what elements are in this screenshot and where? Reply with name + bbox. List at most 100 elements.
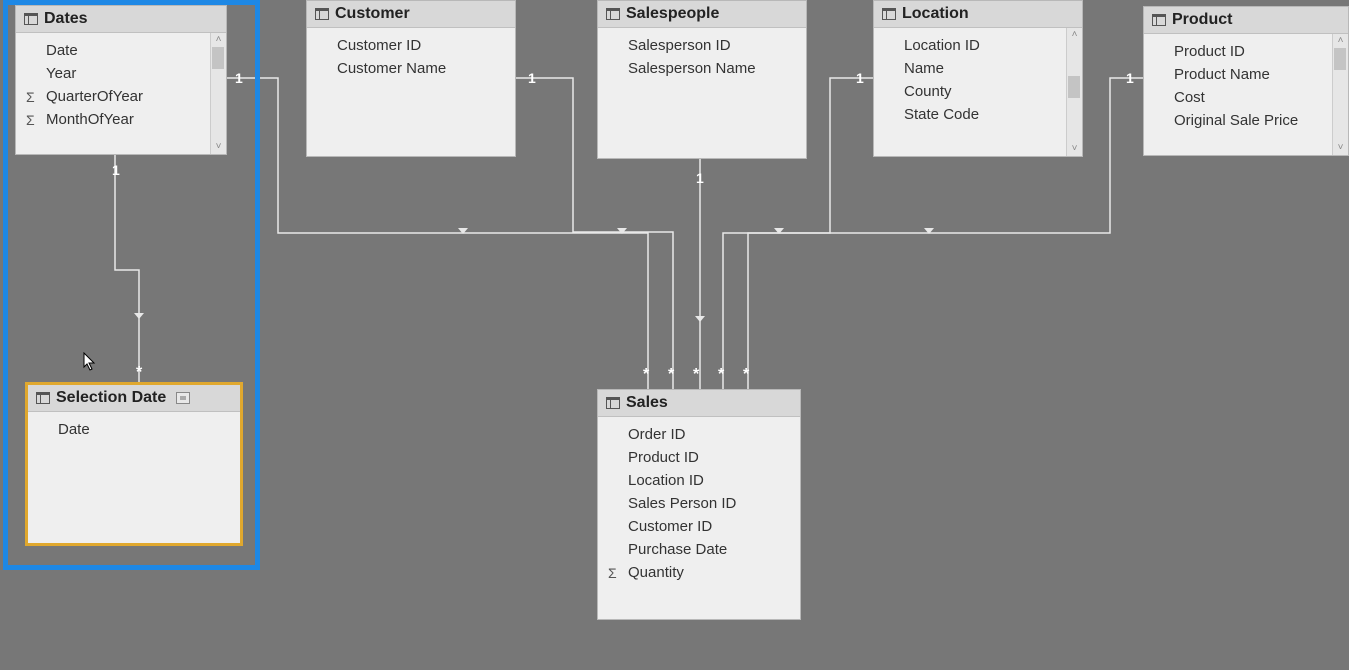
table-icon — [36, 392, 50, 404]
table-body: Customer ID Customer Name — [307, 28, 515, 156]
scrollbar[interactable]: ˄˅ — [1066, 28, 1082, 156]
field-label: Name — [904, 60, 944, 77]
table-header[interactable]: Product — [1144, 7, 1348, 34]
table-title: Dates — [44, 10, 88, 28]
field-row[interactable]: Product ID — [598, 446, 800, 469]
cardinality-label: * — [693, 366, 699, 384]
field-label: Product ID — [1174, 43, 1245, 60]
field-label: Customer Name — [337, 60, 446, 77]
field-row[interactable]: Salesperson Name — [598, 57, 806, 80]
table-title: Salespeople — [626, 5, 719, 23]
field-label: Product Name — [1174, 66, 1270, 83]
sigma-icon: Σ — [608, 565, 617, 581]
table-header[interactable]: Selection Date — [28, 385, 240, 412]
scroll-down-icon[interactable]: ˅ — [216, 140, 222, 154]
field-label: Order ID — [628, 426, 686, 443]
table-card-dates[interactable]: DatesDateYearΣQuarterOfYearΣMonthOfYear˄… — [15, 5, 227, 155]
cardinality-label: 1 — [696, 170, 704, 186]
scroll-up-icon[interactable]: ˄ — [1338, 34, 1344, 48]
table-card-selection_date[interactable]: Selection Date Date — [25, 382, 243, 546]
scroll-down-icon[interactable]: ˅ — [1072, 142, 1078, 156]
sigma-icon: Σ — [26, 89, 35, 105]
cardinality-label: 1 — [528, 70, 536, 86]
relationship-arrow — [617, 228, 627, 234]
field-row[interactable]: Product ID — [1144, 40, 1348, 63]
table-icon — [1152, 14, 1166, 26]
cardinality-label: 1 — [112, 162, 120, 178]
cardinality-label: * — [643, 366, 649, 384]
field-row[interactable]: Year — [16, 62, 226, 85]
cardinality-label: 1 — [856, 70, 864, 86]
relationship-arrow — [458, 228, 468, 234]
field-label: Sales Person ID — [628, 495, 736, 512]
cardinality-label: 1 — [235, 70, 243, 86]
field-label: Location ID — [904, 37, 980, 54]
field-row[interactable]: County — [874, 80, 1082, 103]
table-card-product[interactable]: Product Product ID Product Name Cost Origina… — [1143, 6, 1349, 156]
scrollbar[interactable]: ˄˅ — [1332, 34, 1348, 155]
scroll-thumb[interactable] — [212, 47, 224, 69]
field-row[interactable]: Order ID — [598, 423, 800, 446]
table-card-sales[interactable]: Sales Order ID Product ID Location ID Sales … — [597, 389, 801, 620]
field-row[interactable]: Purchase Date — [598, 538, 800, 561]
field-row[interactable]: Date — [28, 418, 240, 441]
field-label: MonthOfYear — [46, 111, 134, 128]
scroll-thumb[interactable] — [1068, 76, 1080, 98]
field-label: Date — [58, 421, 90, 438]
field-row[interactable]: Customer ID — [307, 34, 515, 57]
scrollbar[interactable]: ˄˅ — [210, 33, 226, 154]
scroll-thumb[interactable] — [1334, 48, 1346, 70]
table-card-salespeople[interactable]: Salespeople Salesperson ID Salesperson Nam… — [597, 0, 807, 159]
field-row[interactable]: Location ID — [598, 469, 800, 492]
field-label: Purchase Date — [628, 541, 727, 558]
field-label: Product ID — [628, 449, 699, 466]
field-row[interactable]: Sales Person ID — [598, 492, 800, 515]
table-title: Sales — [626, 394, 668, 412]
cardinality-label: * — [718, 366, 724, 384]
table-options-icon[interactable] — [176, 392, 190, 404]
field-row[interactable]: ΣQuantity — [598, 561, 800, 584]
table-title: Location — [902, 5, 969, 23]
field-row[interactable]: Salesperson ID — [598, 34, 806, 57]
scroll-up-icon[interactable]: ˄ — [216, 33, 222, 47]
table-card-location[interactable]: LocationLocation IDNameCountyState Code˄… — [873, 0, 1083, 157]
field-row[interactable]: Customer ID — [598, 515, 800, 538]
field-row[interactable]: ΣMonthOfYear — [16, 108, 226, 131]
field-label: Cost — [1174, 89, 1205, 106]
table-body: Salesperson ID Salesperson Name — [598, 28, 806, 158]
field-row[interactable]: Cost — [1144, 86, 1348, 109]
table-header[interactable]: Location — [874, 1, 1082, 28]
field-label: Location ID — [628, 472, 704, 489]
table-title: Selection Date — [56, 389, 166, 407]
relationship-arrow — [774, 228, 784, 234]
table-header[interactable]: Dates — [16, 6, 226, 33]
table-icon — [315, 8, 329, 20]
relationship-arrow — [924, 228, 934, 234]
field-label: Year — [46, 65, 76, 82]
field-label: Salesperson Name — [628, 60, 756, 77]
table-card-customer[interactable]: Customer Customer ID Customer Name — [306, 0, 516, 157]
table-icon — [606, 8, 620, 20]
field-row[interactable]: ΣQuarterOfYear — [16, 85, 226, 108]
table-icon — [882, 8, 896, 20]
scroll-up-icon[interactable]: ˄ — [1072, 28, 1078, 42]
field-row[interactable]: Date — [16, 39, 226, 62]
field-row[interactable]: Product Name — [1144, 63, 1348, 86]
table-body: Order ID Product ID Location ID Sales Perso… — [598, 417, 800, 619]
field-label: Original Sale Price — [1174, 112, 1298, 129]
field-row[interactable]: Name — [874, 57, 1082, 80]
field-row[interactable]: Customer Name — [307, 57, 515, 80]
field-row[interactable]: Original Sale Price — [1144, 109, 1348, 132]
table-header[interactable]: Customer — [307, 1, 515, 28]
table-body: Product ID Product Name Cost Original Sale … — [1144, 34, 1348, 155]
field-label: County — [904, 83, 952, 100]
scroll-down-icon[interactable]: ˅ — [1338, 141, 1344, 155]
table-header[interactable]: Sales — [598, 390, 800, 417]
field-row[interactable]: State Code — [874, 103, 1082, 126]
field-row[interactable]: Location ID — [874, 34, 1082, 57]
field-label: Date — [46, 42, 78, 59]
cardinality-label: * — [136, 364, 142, 382]
table-header[interactable]: Salespeople — [598, 1, 806, 28]
field-label: Customer ID — [337, 37, 421, 54]
cardinality-label: 1 — [1126, 70, 1134, 86]
